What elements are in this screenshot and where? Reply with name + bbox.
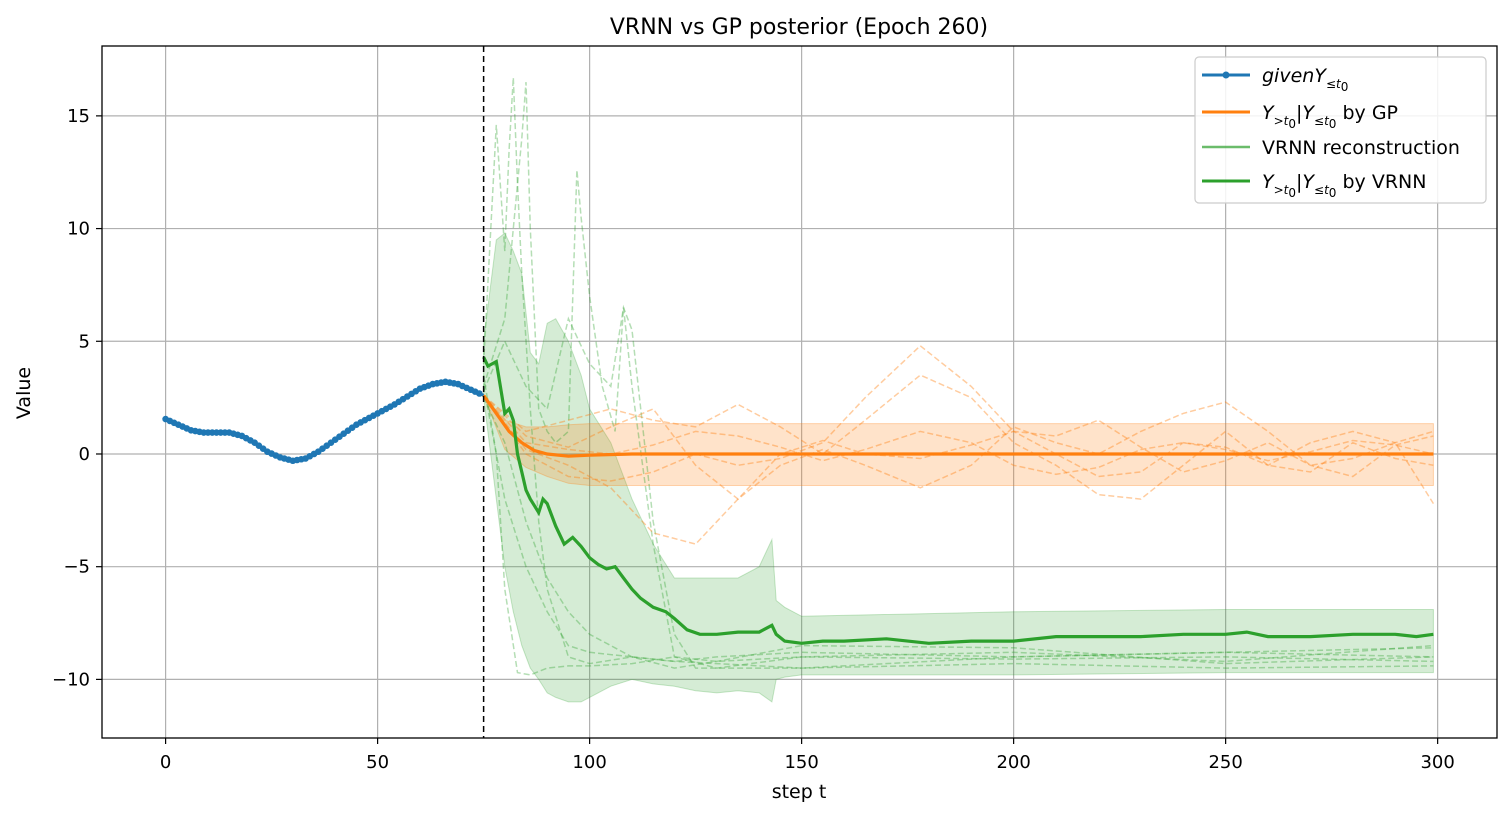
x-tick-label: 200: [996, 752, 1030, 773]
legend-label-given: givenY≤t0: [1262, 65, 1348, 94]
y-tick-label: 0: [79, 444, 90, 465]
y-tick-label: −10: [52, 669, 90, 690]
sample-paths: [482, 77, 1435, 676]
x-tick-label: 100: [572, 752, 606, 773]
gp-sample-path: [482, 344, 1434, 482]
vrnn-sample-path: [482, 386, 1434, 669]
legend-label-vrnn: Y>t0|Y≤t0 by VRNN: [1262, 171, 1426, 200]
legend-label-recon: VRNN reconstruction: [1262, 137, 1460, 159]
y-tick-label: −5: [63, 557, 90, 578]
gp-sample-path: [483, 394, 1435, 545]
x-tick-label: 300: [1420, 752, 1454, 773]
y-axis-label: Value: [13, 367, 35, 419]
vrnn-sample-path: [482, 304, 1434, 669]
plot-frame: [101, 45, 1498, 739]
x-tick-label: 50: [366, 752, 389, 773]
vrnn-mean-line: [482, 356, 1434, 645]
gp-sample-path: [483, 394, 1434, 476]
vrnn-sample-path: [482, 397, 1434, 669]
x-axis-label: step t: [772, 781, 827, 803]
vrnn-sample-path: [482, 374, 1434, 676]
y-tick-label: 15: [67, 106, 90, 127]
legend-marker-given: [1222, 71, 1230, 79]
x-tick-label: 150: [784, 752, 818, 773]
y-tick-label: 5: [79, 331, 90, 352]
legend: givenY≤t0 Y>t0|Y≤t0 by GP VRNN reconstruct…: [1194, 56, 1487, 204]
x-tick-label: 0: [160, 752, 171, 773]
x-axis-ticks: 0 50 100 150 200 250 300: [160, 738, 1455, 773]
gp-mean-line: [482, 394, 1434, 458]
gp-sample-path: [483, 394, 1434, 501]
gp-sample-path: [483, 374, 1434, 500]
chart-title: VRNN vs GP posterior (Epoch 260): [610, 15, 988, 40]
uncertainty-bands: [483, 232, 1434, 703]
y-tick-label: 10: [67, 219, 90, 240]
legend-label-gp: Y>t0|Y≤t0 by GP: [1262, 102, 1398, 131]
given-series-point: [476, 390, 483, 397]
mean-lines: [162, 356, 1434, 645]
y-axis-ticks: −10 −5 0 5 10 15: [52, 106, 102, 690]
vrnn-uncertainty-band: [483, 232, 1434, 703]
vrnn-sample-path: [482, 82, 1434, 669]
legend-box: [1194, 56, 1487, 204]
x-tick-label: 250: [1208, 752, 1242, 773]
